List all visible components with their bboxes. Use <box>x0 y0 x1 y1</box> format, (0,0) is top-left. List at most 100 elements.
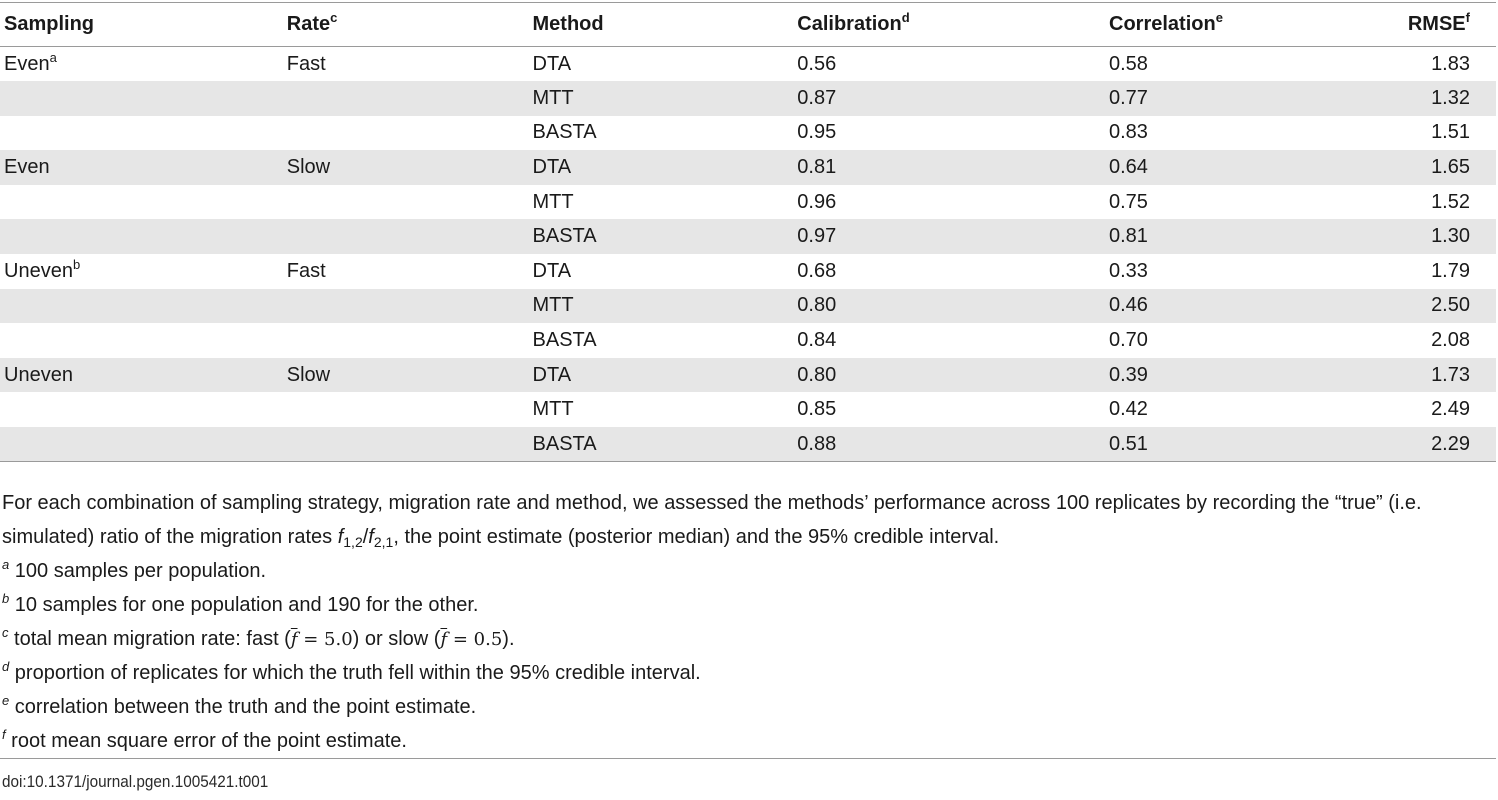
cell-rmse: 2.50 <box>1403 288 1496 324</box>
header-rmse: RMSEf <box>1403 2 1496 47</box>
table-row: Uneven Slow DTA 0.80 0.39 1.73 <box>0 357 1496 393</box>
cell-calibration: 0.56 <box>797 52 837 75</box>
cell-sampling <box>0 392 283 427</box>
header-rmse-footnote-marker: f <box>1465 10 1470 25</box>
cell-method: BASTA <box>532 121 597 144</box>
cell-sampling <box>0 323 283 358</box>
cell-rate <box>283 323 529 358</box>
results-table: Sampling Ratec Method Calibrationd Corre… <box>0 2 1496 463</box>
ratio-denominator: f2,1 <box>368 526 394 550</box>
table-row: Evena Fast DTA 0.56 0.58 1.83 <box>0 47 1496 82</box>
cell-calibration: 0.95 <box>797 121 837 144</box>
cell-calibration: 0.87 <box>793 81 1105 116</box>
cell-correlation: 0.64 <box>1105 150 1404 185</box>
cell-calibration: 0.88 <box>793 427 1105 462</box>
cell-correlation: 0.42 <box>1109 398 1148 421</box>
cell-rmse: 2.49 <box>1431 398 1470 421</box>
cell-rmse: 1.65 <box>1403 150 1496 185</box>
table-notes: For each combination of sampling strateg… <box>2 486 1492 758</box>
ratio-numerator: f1,2 <box>337 526 363 550</box>
cell-method: DTA <box>532 259 572 282</box>
cell-method: BASTA <box>532 329 597 352</box>
sampling-footnote-marker: b <box>72 256 81 272</box>
cell-method: MTT <box>532 190 574 213</box>
cell-sampling: Evena <box>4 49 57 75</box>
cell-rmse: 2.29 <box>1403 427 1496 462</box>
header-rate: Ratec <box>282 2 529 47</box>
cell-sampling <box>0 185 283 220</box>
footnote-e: e correlation between the truth and the … <box>2 693 477 718</box>
cell-correlation: 0.46 <box>1105 288 1404 324</box>
slow-rate-formula: f = 0.5 <box>440 629 503 650</box>
footnote-c: c total mean migration rate: fast (f = 5… <box>2 625 515 650</box>
table-row: MTT 0.80 0.46 2.50 <box>0 288 1496 324</box>
table-description: For each combination of sampling strateg… <box>2 492 1422 550</box>
table-row: MTT 0.87 0.77 1.32 <box>0 81 1496 116</box>
cell-correlation: 0.39 <box>1105 357 1404 393</box>
table-row: Unevenb Fast DTA 0.68 0.33 1.79 <box>0 254 1496 289</box>
cell-correlation: 0.81 <box>1105 219 1404 255</box>
table-row: MTT 0.85 0.42 2.49 <box>0 392 1496 427</box>
cell-sampling <box>0 288 283 324</box>
cell-method: BASTA <box>528 219 794 255</box>
table-row: BASTA 0.88 0.51 2.29 <box>0 427 1496 462</box>
header-calibration-footnote-marker: d <box>901 10 910 25</box>
sampling-footnote-marker: a <box>49 49 57 65</box>
header-rate-footnote-marker: c <box>330 10 338 25</box>
cell-correlation: 0.75 <box>1109 190 1148 213</box>
cell-sampling <box>0 81 283 116</box>
cell-rmse: 2.08 <box>1431 329 1470 352</box>
footer-divider <box>0 758 1496 759</box>
footnote-d: d proportion of replicates for which the… <box>2 659 701 684</box>
table-header-row: Sampling Ratec Method Calibrationd Corre… <box>0 2 1496 47</box>
cell-rate <box>282 288 529 324</box>
cell-method: DTA <box>528 150 794 185</box>
cell-sampling <box>0 219 283 255</box>
cell-sampling: Uneven <box>0 357 283 393</box>
table-row: Even Slow DTA 0.81 0.64 1.65 <box>0 150 1496 185</box>
cell-correlation: 0.77 <box>1105 81 1404 116</box>
header-sampling: Sampling <box>0 2 283 47</box>
cell-rate <box>283 185 529 220</box>
cell-correlation: 0.83 <box>1109 121 1148 144</box>
cell-calibration: 0.80 <box>793 288 1105 324</box>
cell-rmse: 1.52 <box>1431 190 1470 213</box>
cell-rate <box>283 392 529 427</box>
cell-rate: Slow <box>282 150 529 185</box>
cell-calibration: 0.68 <box>797 259 837 282</box>
cell-rmse: 1.79 <box>1431 259 1470 282</box>
table-row: BASTA 0.97 0.81 1.30 <box>0 219 1496 255</box>
header-method: Method <box>528 2 794 47</box>
cell-calibration: 0.80 <box>793 357 1105 393</box>
cell-rate <box>282 219 529 255</box>
header-calibration: Calibrationd <box>793 2 1105 47</box>
cell-calibration: 0.84 <box>797 329 837 352</box>
cell-method: MTT <box>528 81 794 116</box>
cell-calibration: 0.97 <box>793 219 1105 255</box>
cell-rmse: 1.32 <box>1403 81 1496 116</box>
cell-correlation: 0.33 <box>1109 259 1148 282</box>
cell-rate: Fast <box>286 52 326 75</box>
fast-rate-formula: f = 5.0 <box>290 629 353 650</box>
cell-rmse: 1.73 <box>1403 357 1496 393</box>
cell-method: DTA <box>528 357 794 393</box>
cell-rate: Slow <box>282 357 529 393</box>
cell-rmse: 1.30 <box>1403 219 1496 255</box>
cell-method: MTT <box>528 288 794 324</box>
table-row: BASTA 0.84 0.70 2.08 <box>0 323 1496 358</box>
cell-method: BASTA <box>528 427 794 462</box>
cell-rate <box>282 81 529 116</box>
cell-rate <box>282 427 529 462</box>
table-body: Evena Fast DTA 0.56 0.58 1.83 MTT 0.87 0.77 1.32 B… <box>0 47 1496 462</box>
cell-sampling: Unevenb <box>4 256 81 282</box>
table-row: BASTA 0.95 0.83 1.51 <box>0 116 1496 151</box>
cell-sampling <box>0 427 283 462</box>
cell-rate: Fast <box>286 259 326 282</box>
header-correlation: Correlatione <box>1105 2 1404 47</box>
footnote-b: b 10 samples for one population and 190 … <box>2 591 479 616</box>
doi-link[interactable]: doi:10.1371/journal.pgen.1005421.t001 <box>2 772 269 791</box>
cell-method: MTT <box>532 398 574 421</box>
cell-calibration: 0.81 <box>793 150 1105 185</box>
table-row: MTT 0.96 0.75 1.52 <box>0 185 1496 220</box>
